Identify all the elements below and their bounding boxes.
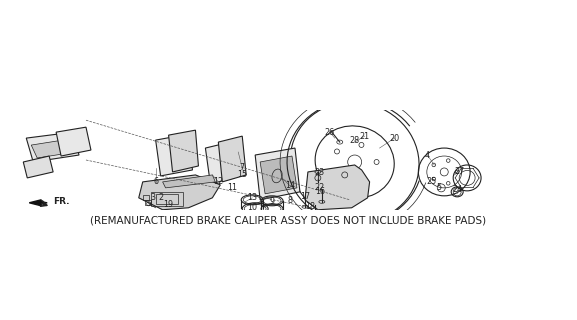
Polygon shape: [255, 148, 300, 200]
Text: 26: 26: [325, 128, 335, 137]
Text: 21: 21: [359, 132, 370, 140]
Polygon shape: [305, 165, 370, 210]
Polygon shape: [23, 156, 53, 178]
Text: 12: 12: [213, 177, 223, 186]
Polygon shape: [156, 134, 193, 176]
Text: 8: 8: [287, 196, 293, 205]
Polygon shape: [31, 139, 75, 158]
Text: 25: 25: [426, 177, 436, 186]
Polygon shape: [163, 175, 215, 188]
Text: 24: 24: [452, 185, 462, 194]
Text: 13: 13: [247, 193, 257, 202]
Text: 15: 15: [237, 171, 248, 180]
Text: 5: 5: [437, 183, 442, 192]
Polygon shape: [168, 130, 198, 172]
Text: 28: 28: [350, 136, 359, 145]
Text: 9: 9: [269, 197, 275, 206]
Text: 4: 4: [425, 150, 430, 160]
Text: FR.: FR.: [53, 197, 70, 206]
Text: 3: 3: [150, 193, 155, 202]
Text: 10: 10: [247, 203, 257, 212]
Text: 19: 19: [163, 200, 174, 209]
Text: 11: 11: [227, 183, 237, 192]
Polygon shape: [218, 136, 246, 182]
Text: 22: 22: [314, 183, 325, 192]
Text: 27: 27: [454, 167, 464, 176]
Polygon shape: [56, 127, 91, 156]
Text: 2: 2: [158, 193, 163, 202]
Text: 18: 18: [305, 202, 315, 211]
Bar: [151, 192, 182, 206]
Text: 7: 7: [239, 164, 245, 172]
Bar: [143, 195, 149, 200]
Text: 14: 14: [285, 181, 295, 190]
Polygon shape: [260, 156, 297, 194]
Text: 16: 16: [315, 187, 325, 196]
Bar: [156, 194, 178, 204]
Text: 17: 17: [300, 192, 310, 201]
Text: (REMANUFACTURED BRAKE CALIPER ASSY DOES NOT INCLUDE BRAKE PADS): (REMANUFACTURED BRAKE CALIPER ASSY DOES …: [90, 215, 486, 225]
Polygon shape: [29, 200, 47, 206]
Polygon shape: [27, 132, 79, 162]
Text: 23: 23: [315, 168, 325, 177]
Bar: [145, 200, 151, 205]
Text: 20: 20: [389, 134, 399, 143]
Polygon shape: [205, 142, 234, 184]
Polygon shape: [138, 175, 220, 210]
Text: 6: 6: [153, 177, 158, 186]
